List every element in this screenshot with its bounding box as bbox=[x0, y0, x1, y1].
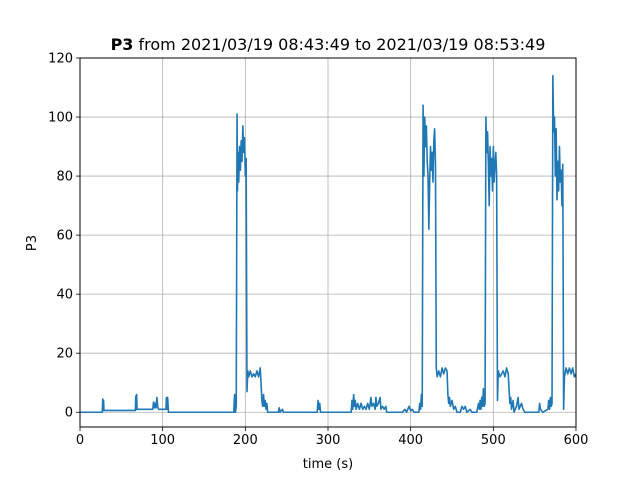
y-tick-label: 120 bbox=[48, 52, 73, 67]
y-tick-label: 40 bbox=[56, 288, 73, 303]
chart-title-rest: from 2021/03/19 08:43:49 to 2021/03/19 0… bbox=[133, 35, 545, 54]
y-tick-label: 20 bbox=[56, 347, 73, 362]
chart-title-bold: P3 bbox=[111, 35, 134, 54]
x-axis-ticks: 0 100 200 300 400 500 600 bbox=[76, 427, 589, 448]
y-tick-label: 0 bbox=[65, 406, 73, 421]
x-tick-label: 200 bbox=[233, 433, 258, 448]
x-tick-label: 0 bbox=[76, 433, 84, 448]
y-tick-label: 100 bbox=[48, 111, 73, 126]
x-tick-label: 300 bbox=[316, 433, 341, 448]
x-tick-label: 100 bbox=[150, 433, 175, 448]
chart-title: P3 from 2021/03/19 08:43:49 to 2021/03/1… bbox=[111, 35, 546, 54]
x-tick-label: 400 bbox=[398, 433, 423, 448]
x-tick-label: 600 bbox=[564, 433, 589, 448]
y-axis-label: P3 bbox=[25, 235, 40, 251]
series-line bbox=[80, 74, 577, 414]
y-tick-label: 60 bbox=[56, 229, 73, 244]
x-axis-label: time (s) bbox=[303, 457, 353, 472]
x-tick-label: 500 bbox=[481, 433, 506, 448]
series-layer bbox=[80, 74, 577, 414]
y-axis-ticks: 0 20 40 60 80 100 120 bbox=[48, 52, 80, 421]
y-tick-label: 80 bbox=[56, 170, 73, 185]
